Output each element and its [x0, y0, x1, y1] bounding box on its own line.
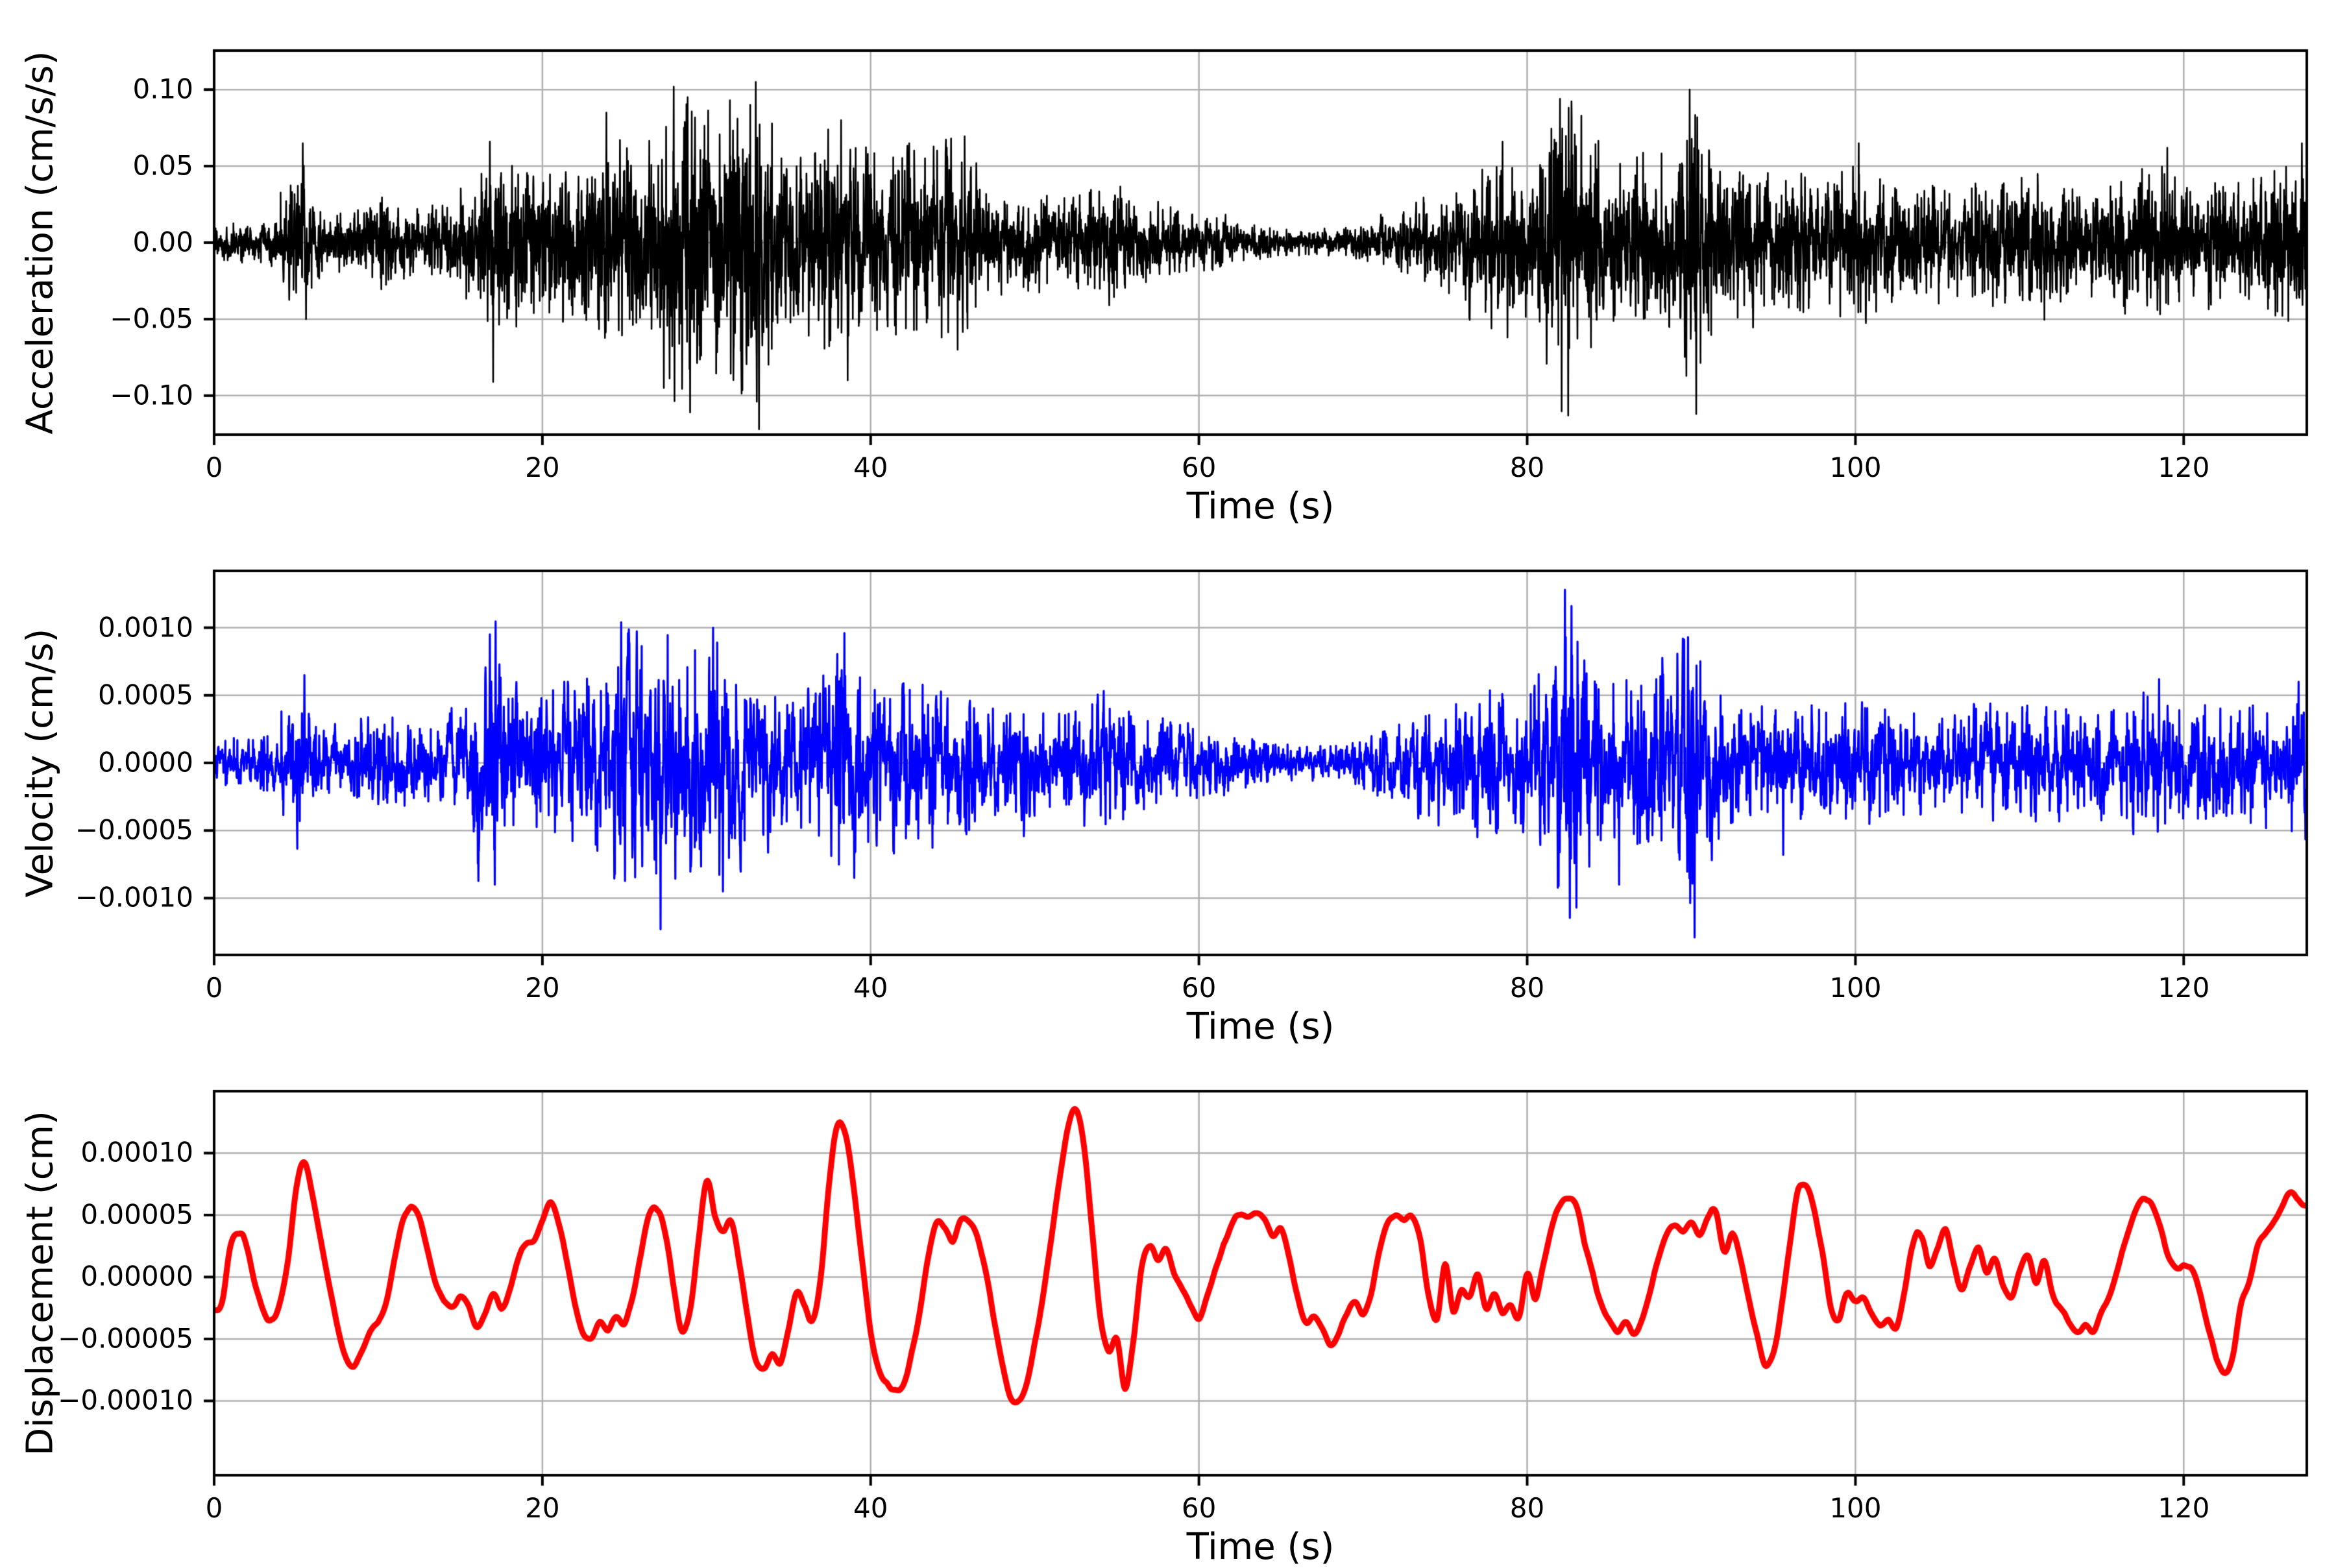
y-tick-label: −0.05	[110, 302, 193, 335]
y-tick-label: 0.10	[132, 73, 193, 105]
acceleration-xlabel: Time (s)	[1186, 485, 1335, 527]
y-tick-label: 0.00010	[80, 1136, 193, 1168]
y-tick-label: −0.00005	[58, 1322, 193, 1355]
x-tick-label: 80	[1509, 972, 1545, 1004]
x-tick-label: 0	[205, 452, 223, 483]
y-tick-label: 0.00000	[80, 1260, 193, 1292]
displacement-xlabel: Time (s)	[1186, 1526, 1335, 1568]
x-tick-label: 20	[525, 452, 560, 483]
x-tick-label: 20	[525, 972, 560, 1004]
y-tick-label: 0.00	[132, 226, 193, 258]
y-tick-label: −0.10	[110, 379, 193, 411]
y-tick-label: 0.0005	[98, 679, 193, 711]
velocity-ylabel: Velocity (cm/s)	[19, 628, 62, 898]
y-tick-label: −0.0005	[75, 814, 193, 846]
x-tick-label: 40	[853, 452, 888, 483]
y-tick-label: −0.0010	[75, 881, 193, 913]
x-tick-label: 100	[1829, 452, 1882, 483]
x-tick-label: 0	[205, 972, 223, 1004]
x-tick-label: 120	[2158, 1492, 2210, 1524]
x-tick-label: 120	[2158, 452, 2210, 483]
y-tick-label: 0.0010	[98, 611, 193, 644]
x-tick-label: 100	[1829, 1492, 1882, 1524]
displacement-ylabel: Displacement (cm)	[19, 1111, 62, 1456]
x-tick-label: 0	[205, 1492, 223, 1524]
x-tick-label: 60	[1181, 1492, 1217, 1524]
x-tick-label: 20	[525, 1492, 560, 1524]
x-tick-label: 60	[1181, 972, 1217, 1004]
y-tick-label: 0.00005	[80, 1198, 193, 1231]
velocity-xlabel: Time (s)	[1186, 1006, 1335, 1048]
x-tick-label: 40	[853, 972, 888, 1004]
acceleration-ylabel: Acceleration (cm/s/s)	[19, 51, 62, 435]
x-tick-label: 100	[1829, 972, 1882, 1004]
x-tick-label: 60	[1181, 452, 1217, 483]
y-tick-label: −0.00010	[58, 1384, 193, 1416]
y-tick-label: 0.05	[132, 149, 193, 182]
x-tick-label: 40	[853, 1492, 888, 1524]
x-tick-label: 120	[2158, 972, 2210, 1004]
x-tick-label: 80	[1509, 452, 1545, 483]
x-tick-label: 80	[1509, 1492, 1545, 1524]
y-tick-label: 0.0000	[98, 746, 193, 778]
